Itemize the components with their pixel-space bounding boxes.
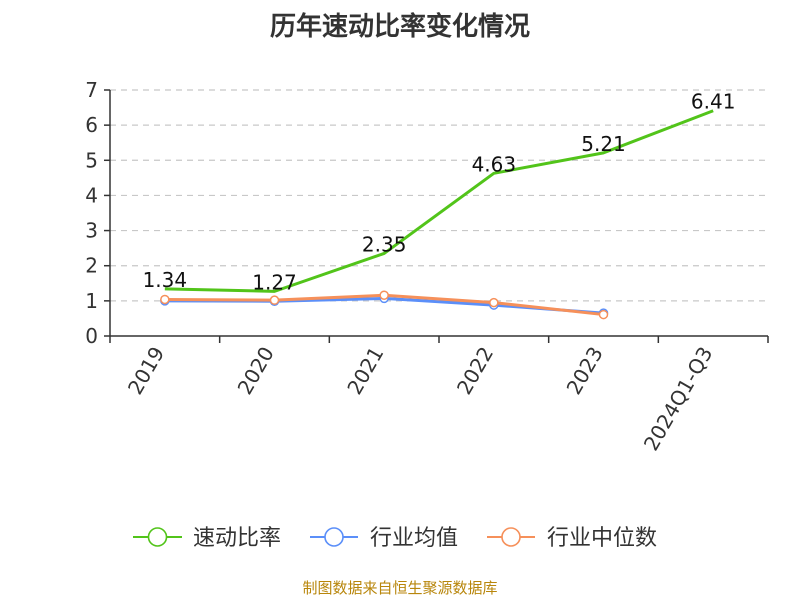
- data-label: 1.34: [143, 268, 188, 292]
- y-tick-label: 3: [85, 219, 98, 243]
- x-tick-label: 2019: [123, 343, 169, 399]
- series-point: [598, 309, 609, 320]
- series-point: [379, 290, 389, 300]
- legend-item[interactable]: 行业均值: [310, 526, 458, 551]
- axes: 0 1 2 3 4 5 6 7 2019 2020 2021 2022 2023 2024Q1-Q3: [85, 78, 769, 455]
- y-tick-label: 2: [85, 254, 98, 278]
- source-note: 制图数据来自恒生聚源数据库: [302, 579, 498, 597]
- legend-label: 速动比率: [193, 526, 281, 551]
- y-tick-label: 0: [85, 324, 98, 348]
- legend-marker: [501, 527, 521, 547]
- y-tick-label: 7: [85, 78, 98, 102]
- x-tick-label: 2020: [233, 343, 279, 399]
- series-point: [269, 295, 280, 305]
- data-label: 5.21: [581, 132, 626, 156]
- data-label: 1.27: [252, 270, 297, 294]
- chart-title: 历年速动比率变化情况: [269, 12, 530, 42]
- data-label: 2.35: [362, 232, 407, 256]
- grid-lines: [110, 89, 768, 302]
- data-labels: 1.34 1.27 2.35 4.63 5.21 6.41: [143, 90, 736, 295]
- x-tick-label: 2022: [452, 343, 498, 399]
- y-tick-label: 5: [85, 148, 98, 172]
- x-tick-label: 2021: [342, 343, 388, 399]
- series-point: [489, 297, 499, 308]
- x-tick-label: 2023: [562, 343, 608, 399]
- x-tick-label: 2024Q1-Q3: [639, 343, 718, 455]
- series-point: [160, 294, 170, 305]
- legend-item[interactable]: 速动比率: [133, 526, 281, 551]
- legend-label: 行业均值: [370, 526, 458, 551]
- legend[interactable]: 速动比率 行业均值 行业中位数: [133, 526, 657, 551]
- y-tick-label: 4: [85, 183, 98, 207]
- series-line: [164, 109, 714, 293]
- y-tick-label: 1: [85, 289, 98, 313]
- data-label: 6.41: [691, 90, 736, 114]
- legend-marker: [147, 527, 168, 547]
- series-lines: [160, 109, 714, 320]
- legend-marker: [324, 527, 344, 547]
- legend-label: 行业中位数: [547, 526, 657, 551]
- y-tick-label: 6: [85, 113, 98, 137]
- data-label: 4.63: [472, 152, 517, 176]
- legend-item[interactable]: 行业中位数: [487, 526, 657, 551]
